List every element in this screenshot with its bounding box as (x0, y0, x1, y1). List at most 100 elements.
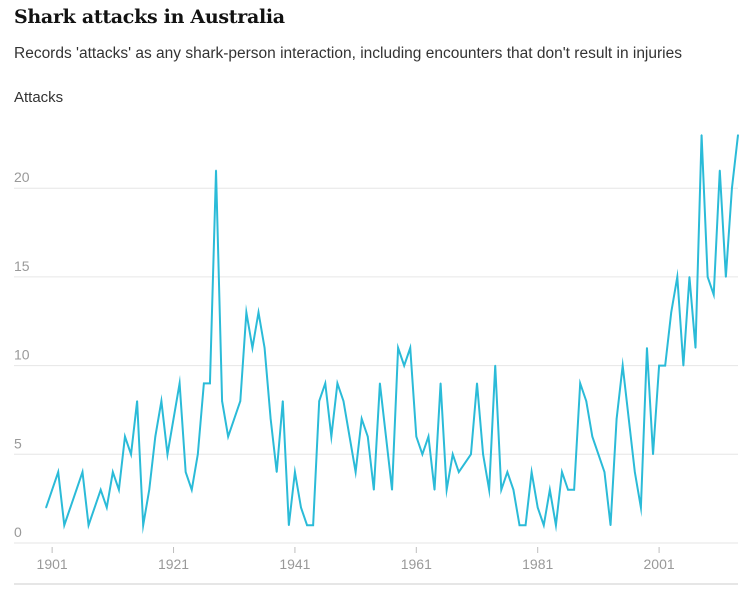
data-point (294, 471, 296, 473)
data-point (342, 400, 345, 402)
data-point (688, 276, 691, 278)
data-point (670, 311, 673, 314)
data-point (130, 453, 132, 456)
data-point (257, 311, 260, 314)
data-point (209, 382, 211, 385)
data-point (105, 506, 108, 509)
data-point (197, 453, 199, 456)
data-point (306, 524, 308, 527)
data-point (676, 276, 679, 278)
data-point (154, 435, 157, 438)
data-point (712, 293, 715, 296)
data-point (324, 382, 327, 385)
data-point (737, 134, 739, 136)
x-tick-label: 2001 (644, 556, 675, 572)
data-point (81, 471, 84, 473)
data-point (148, 488, 151, 491)
data-point (591, 435, 594, 438)
data-point (275, 471, 278, 473)
data-point (658, 364, 660, 367)
data-point (609, 524, 612, 527)
data-point (379, 382, 381, 385)
data-point (403, 364, 405, 367)
data-point (567, 488, 569, 491)
data-point (725, 276, 727, 278)
data-point (63, 524, 66, 527)
data-point (585, 400, 588, 402)
data-point (166, 453, 169, 456)
x-tick-label: 1921 (158, 556, 189, 572)
data-point (178, 382, 181, 385)
data-point (51, 488, 53, 491)
data-point (615, 418, 618, 420)
x-tick-label: 1961 (401, 556, 432, 572)
data-point (579, 382, 581, 385)
data-point (142, 524, 144, 527)
data-point (312, 524, 314, 527)
data-point (524, 524, 527, 527)
data-point (263, 347, 266, 349)
data-point (300, 506, 302, 509)
data-point (458, 471, 460, 473)
y-tick-label: 20 (14, 169, 30, 185)
data-point (136, 400, 138, 402)
data-point (439, 382, 442, 385)
data-point (621, 364, 624, 367)
data-point (330, 435, 333, 438)
data-point (415, 435, 418, 438)
data-point (597, 453, 600, 456)
data-point (69, 506, 72, 509)
data-point (366, 435, 369, 438)
data-point (360, 418, 363, 420)
y-tick-label: 10 (14, 347, 30, 363)
data-point (652, 453, 654, 456)
data-point (646, 347, 648, 349)
series-line (45, 134, 739, 535)
data-point (99, 488, 102, 491)
data-point (215, 169, 217, 172)
x-tick-label: 1981 (522, 556, 553, 572)
x-tick-label: 1941 (279, 556, 310, 572)
data-point (464, 462, 466, 464)
data-point (536, 506, 539, 509)
data-point (221, 400, 223, 402)
data-point (451, 453, 454, 456)
y-tick-label: 5 (14, 435, 22, 451)
data-point (421, 453, 424, 456)
data-point (203, 382, 205, 385)
data-point (93, 506, 96, 509)
data-point (694, 347, 697, 349)
data-point (445, 488, 448, 491)
y-tick-label: 0 (14, 524, 22, 540)
data-point (336, 382, 339, 385)
data-point (397, 347, 399, 349)
data-point (530, 471, 533, 473)
data-point (409, 347, 412, 349)
data-point (124, 435, 126, 438)
data-point (184, 471, 187, 473)
data-point (112, 471, 114, 473)
y-tick-label: 15 (14, 258, 30, 274)
data-point (233, 418, 236, 420)
data-point (75, 488, 78, 491)
data-point (500, 488, 503, 491)
chart-title: Shark attacks in Australia (14, 6, 285, 28)
data-point (433, 488, 436, 491)
data-point (700, 134, 703, 136)
data-point (518, 524, 521, 527)
data-point (160, 400, 163, 402)
data-point (731, 187, 733, 190)
data-point (281, 400, 284, 402)
data-point (603, 471, 606, 473)
data-point (555, 524, 557, 527)
data-point (391, 488, 393, 491)
data-point (706, 276, 709, 278)
data-point (482, 453, 484, 456)
data-point (318, 400, 321, 402)
data-point (227, 435, 229, 438)
data-point (494, 364, 497, 367)
data-point (634, 471, 636, 473)
chart-subtitle: Records 'attacks' as any shark-person in… (14, 45, 682, 62)
data-point (87, 524, 90, 527)
